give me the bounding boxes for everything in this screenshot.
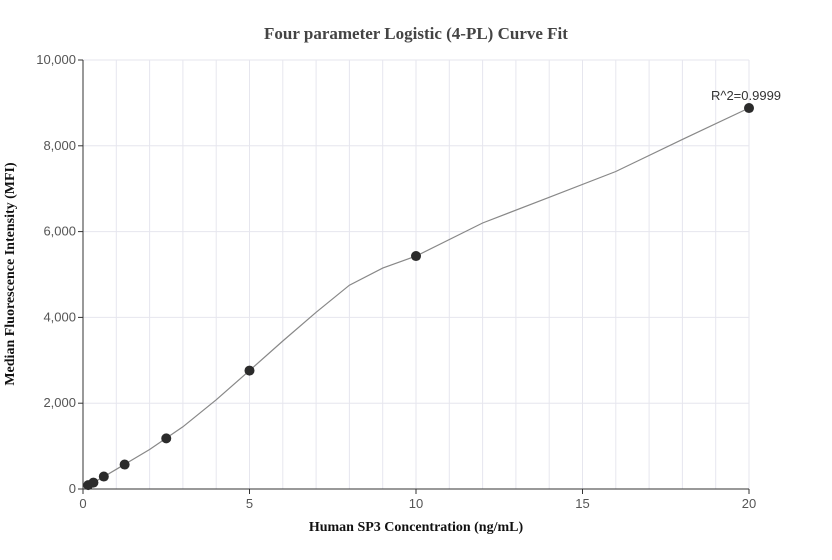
x-tick-label: 5 [246, 496, 253, 511]
y-tick-label: 10,000 [36, 52, 76, 67]
y-tick-label: 0 [69, 481, 76, 496]
tick-labels: 0 2,000 4,000 6,000 8,000 10,000 0 5 10 15 20 [36, 52, 756, 511]
x-tick-label: 0 [79, 496, 86, 511]
x-tick-label: 15 [575, 496, 589, 511]
grid [83, 59, 750, 489]
chart-title: Four parameter Logistic (4-PL) Curve Fit [264, 24, 568, 43]
x-tick-label: 20 [742, 496, 756, 511]
y-axis-title: Median Fluorescence Intensity (MFI) [3, 162, 18, 386]
data-point [244, 365, 255, 376]
r-squared-annotation: R^2=0.9999 [711, 88, 781, 103]
y-tick-label: 4,000 [43, 309, 76, 324]
data-point [88, 477, 99, 488]
data-point [411, 251, 421, 262]
x-tick-label: 10 [409, 496, 423, 511]
data-point [119, 459, 130, 470]
y-tick-label: 6,000 [43, 224, 76, 239]
fit-curve [82, 107, 750, 489]
y-tick-label: 2,000 [43, 395, 76, 410]
axes [78, 59, 750, 494]
data-point [161, 433, 172, 444]
y-tick-label: 8,000 [43, 138, 76, 153]
x-axis-title: Human SP3 Concentration (ng/mL) [309, 520, 524, 535]
data-point [744, 103, 754, 114]
data-point [98, 471, 109, 482]
data-points [83, 103, 754, 491]
